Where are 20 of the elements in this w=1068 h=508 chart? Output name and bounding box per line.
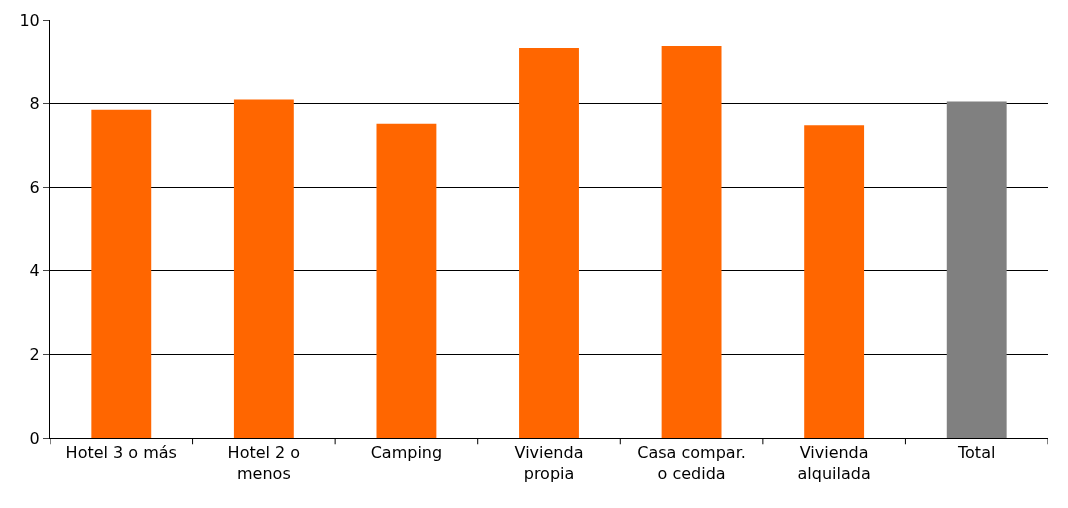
y-tick-label: 6 (29, 177, 40, 197)
x-tick-label: Casa compar. o cedida (637, 443, 746, 483)
y-tick-label: 4 (29, 261, 40, 281)
x-tick-label: Hotel 3 o más (65, 443, 177, 463)
y-tick-label: 0 (29, 428, 40, 448)
x-tick-label: Vivienda propia (514, 443, 584, 483)
bar (946, 101, 1007, 438)
bar (804, 125, 865, 438)
y-tick-label: 8 (29, 94, 40, 114)
bar (519, 48, 579, 438)
y-tick-label: 2 (29, 345, 40, 364)
x-tick-label: Vivienda alquilada (797, 443, 871, 483)
bar (233, 99, 294, 438)
x-tick-label: Total (957, 443, 996, 463)
x-tick-label: Hotel 2 o menos (227, 443, 301, 483)
y-tick-label: 10 (19, 10, 40, 30)
bar (91, 109, 152, 438)
bar (376, 123, 437, 438)
x-tick-label: Camping (370, 443, 443, 463)
bar (661, 45, 722, 438)
